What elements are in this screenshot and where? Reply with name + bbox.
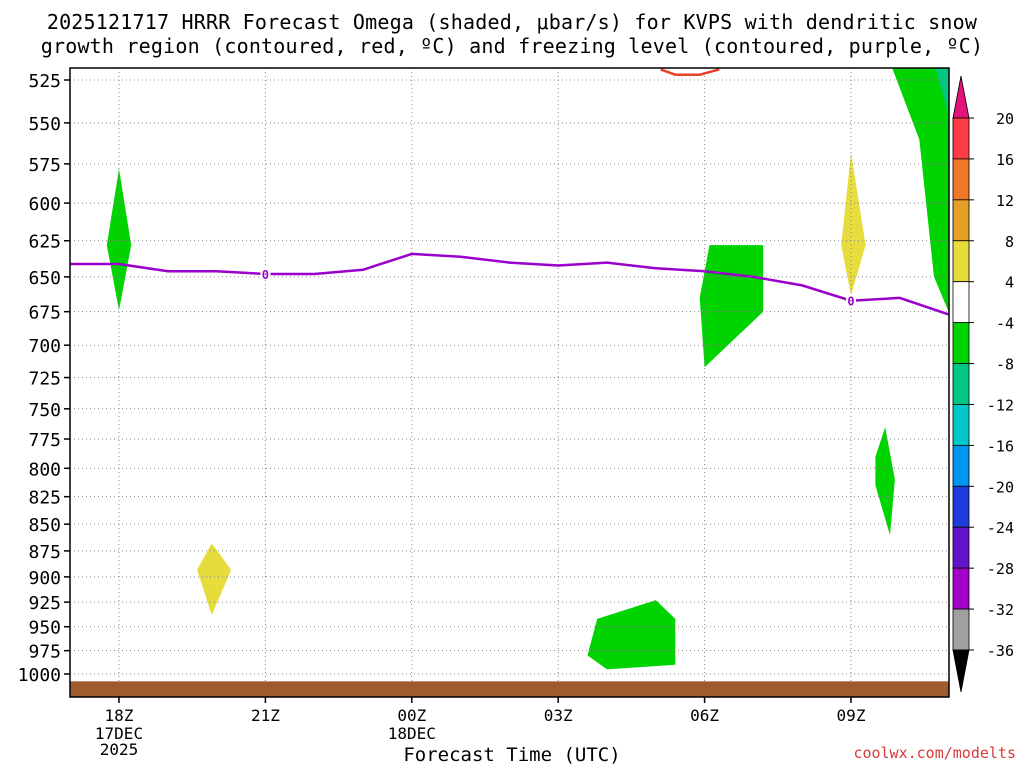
omega-green-03z bbox=[587, 600, 676, 670]
freezing-level-label-bg bbox=[846, 293, 856, 307]
watermark: coolwx.com/modelts bbox=[853, 744, 1016, 762]
x-tick-label: 00Z bbox=[397, 706, 426, 725]
x-tick-sublabel: 18DEC bbox=[388, 724, 436, 743]
colorbar-bottom-extend bbox=[952, 649, 970, 693]
plot-area: 00 bbox=[70, 68, 949, 697]
dendritic-snow-contour bbox=[660, 68, 720, 76]
y-tick-label: 850 bbox=[28, 515, 61, 536]
colorbar: 20 16 12 8 4 -4 -8 -12 -16 -20 -24 -28 -32 -36 bbox=[952, 75, 1014, 693]
colorbar-label: -20 bbox=[987, 478, 1014, 496]
colorbar-bin bbox=[952, 363, 970, 405]
colorbar-bin bbox=[952, 199, 970, 242]
colorbar-label: 8 bbox=[1005, 233, 1014, 251]
colorbar-bin bbox=[952, 322, 970, 364]
colorbar-bin bbox=[952, 158, 970, 201]
x-axis-label: Forecast Time (UTC) bbox=[403, 744, 621, 766]
omega-green-10z bbox=[875, 427, 895, 535]
y-axis: 525 550 575 600 625 650 675 700 725 750 775 800 825 8… bbox=[18, 71, 70, 686]
x-tick-sublabel: 2025 bbox=[100, 740, 139, 759]
y-tick-label: 975 bbox=[28, 642, 61, 663]
colorbar-bin bbox=[952, 404, 970, 446]
freezing-level-label-bg bbox=[260, 267, 271, 281]
chart-title-line-1: 2025121717 HRRR Forecast Omega (shaded, … bbox=[46, 10, 978, 34]
y-tick-label: 875 bbox=[28, 542, 61, 563]
y-tick-label: 625 bbox=[28, 232, 61, 253]
colorbar-bin bbox=[952, 485, 970, 528]
x-tick-label: 09Z bbox=[837, 706, 866, 725]
colorbar-label: 12 bbox=[996, 192, 1014, 210]
y-tick-label: 950 bbox=[28, 618, 61, 639]
freezing-level-label: 0 bbox=[847, 295, 854, 309]
y-tick-label: 825 bbox=[28, 488, 61, 509]
colorbar-label: 20 bbox=[996, 110, 1014, 128]
colorbar-bin bbox=[952, 526, 970, 569]
y-tick-label: 925 bbox=[28, 593, 61, 614]
y-tick-label: 1000 bbox=[18, 665, 61, 686]
colorbar-label: -36 bbox=[987, 642, 1014, 660]
colorbar-label: 16 bbox=[996, 151, 1014, 169]
y-tick-label: 525 bbox=[28, 71, 61, 92]
chart-title-line-2: growth region (contoured, red, ºC) and f… bbox=[40, 34, 984, 58]
freezing-level-label: 0 bbox=[262, 268, 269, 282]
surface-terrain bbox=[70, 681, 949, 697]
y-tick-label: 575 bbox=[28, 155, 61, 176]
colorbar-label: -4 bbox=[996, 315, 1014, 333]
y-tick-label: 550 bbox=[28, 114, 61, 135]
colorbar-label: -32 bbox=[987, 601, 1014, 619]
omega-yellow-20z bbox=[197, 543, 232, 615]
x-tick-label: 21Z bbox=[251, 706, 280, 725]
omega-green-06z bbox=[699, 245, 764, 368]
colorbar-label: -28 bbox=[987, 560, 1014, 578]
colorbar-bin bbox=[952, 444, 970, 487]
y-tick-label: 775 bbox=[28, 430, 61, 451]
colorbar-label: -16 bbox=[987, 437, 1014, 455]
y-tick-label: 675 bbox=[28, 303, 61, 324]
omega-green-18z bbox=[106, 168, 132, 311]
colorbar-label: -12 bbox=[987, 396, 1014, 414]
colorbar-bin bbox=[952, 240, 970, 283]
x-tick-sublabel: 17DEC bbox=[95, 724, 143, 743]
y-tick-label: 700 bbox=[28, 336, 61, 357]
colorbar-label: -8 bbox=[996, 356, 1014, 374]
grid-lines bbox=[70, 68, 949, 697]
colorbar-label: 4 bbox=[1005, 274, 1014, 292]
x-tick-label: 03Z bbox=[544, 706, 573, 725]
colorbar-bin bbox=[952, 117, 970, 160]
y-tick-label: 750 bbox=[28, 400, 61, 421]
colorbar-top-extend bbox=[952, 75, 970, 119]
omega-yellow-09z bbox=[841, 152, 866, 296]
y-tick-label: 725 bbox=[28, 369, 61, 390]
omega-green-right-edge bbox=[892, 68, 949, 312]
freezing-level-line bbox=[70, 252, 949, 316]
y-tick-label: 800 bbox=[28, 459, 61, 480]
x-tick-label: 06Z bbox=[690, 706, 719, 725]
y-tick-label: 600 bbox=[28, 194, 61, 215]
x-tick-label: 18Z bbox=[105, 706, 134, 725]
colorbar-label: -24 bbox=[987, 519, 1014, 537]
colorbar-bin bbox=[952, 567, 970, 610]
y-tick-label: 650 bbox=[28, 268, 61, 289]
plot-frame bbox=[69, 67, 950, 698]
y-tick-label: 900 bbox=[28, 568, 61, 589]
colorbar-bin bbox=[952, 608, 970, 651]
colorbar-bin bbox=[952, 281, 970, 324]
